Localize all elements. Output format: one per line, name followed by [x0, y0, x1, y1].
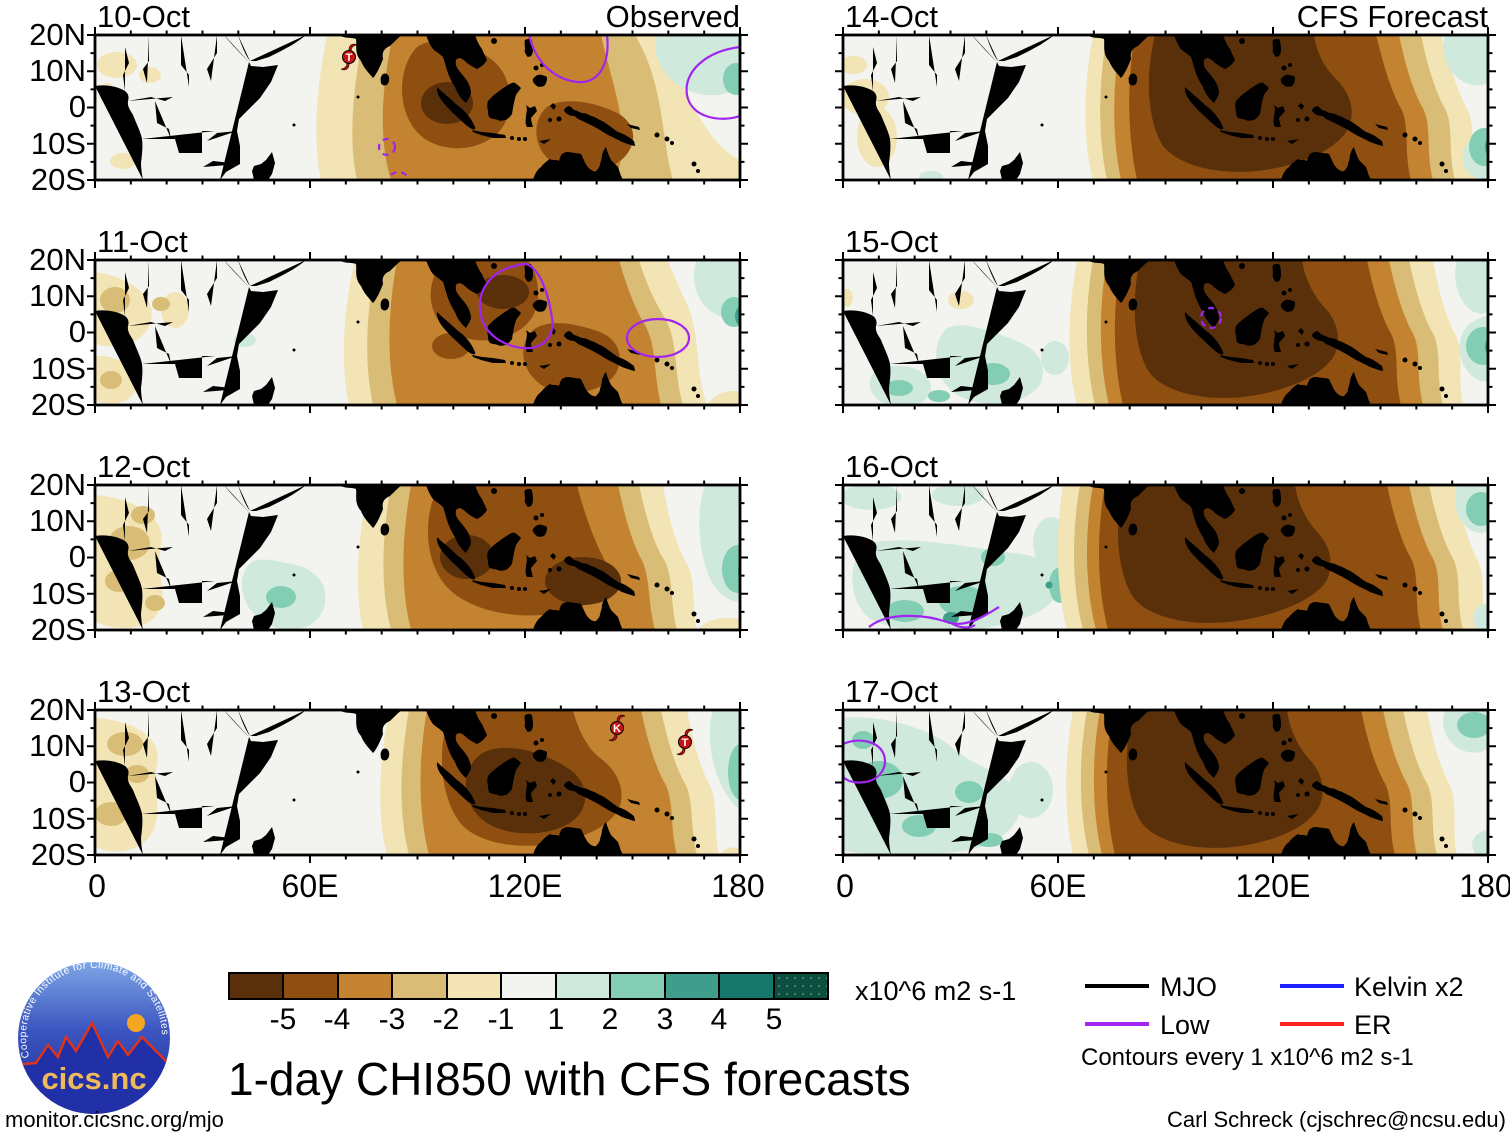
- low-contours: [868, 606, 1000, 629]
- y-axis-labels-row1: 20N 10N 0 10S 20S: [29, 17, 86, 197]
- svg-text:T: T: [346, 52, 353, 64]
- panel-date: 16-Oct: [845, 449, 939, 484]
- low-contours: [478, 262, 691, 359]
- sun-icon: [127, 1014, 145, 1032]
- low-contours: [377, 35, 740, 177]
- colorbar-cell: [720, 974, 775, 998]
- er-line-swatch: [1280, 1022, 1344, 1026]
- panel-13oct: 13-Oct K T: [87, 676, 748, 863]
- legend-label-mjo: MJO: [1160, 972, 1217, 1002]
- svg-text:T: T: [682, 737, 689, 749]
- colorbar-cell: [393, 974, 448, 998]
- panel-date: 10-Oct: [97, 0, 191, 34]
- map-11oct: [87, 252, 748, 413]
- y-axis-labels-row2: 20N 10N 0 10S 20S: [29, 242, 86, 422]
- map-10oct: [87, 27, 748, 188]
- panel-date: 15-Oct: [845, 224, 939, 259]
- storm-icon: T: [676, 728, 694, 756]
- low-contours: [1199, 306, 1223, 330]
- colorbar: [228, 972, 829, 1000]
- mjo-line-swatch: [1085, 984, 1149, 988]
- panel-date: 11-Oct: [97, 224, 188, 259]
- panel-15oct: 15-Oct: [835, 226, 1496, 413]
- colorbar-cell: [611, 974, 666, 998]
- colorbar-labels: -5 -4 -3 -2 -1 1 2 3 4 5: [269, 1003, 783, 1036]
- colorbar-cell: [338, 974, 394, 998]
- legend-label-kelvin: Kelvin x2: [1354, 972, 1464, 1002]
- map-14oct: [835, 27, 1496, 188]
- colorbar-cell: [447, 974, 503, 998]
- storm-icon: T: [340, 43, 358, 71]
- kelvin-line-swatch: [1280, 984, 1344, 988]
- column-header-observed: Observed: [605, 0, 740, 34]
- map-13oct: [87, 702, 748, 863]
- colorbar-cell: [665, 974, 721, 998]
- panel-date: 17-Oct: [845, 674, 939, 709]
- panel-date: 13-Oct: [97, 674, 191, 709]
- legend-label-er: ER: [1354, 1010, 1392, 1040]
- panel-16oct: 16-Oct: [835, 451, 1496, 638]
- colorbar-cell: [774, 974, 827, 998]
- colorbar-cell: [556, 974, 612, 998]
- low-line-swatch: [1085, 1022, 1149, 1026]
- panel-17oct: 17-Oct: [835, 676, 1496, 863]
- colorbar-units: x10^6 m2 s-1: [855, 976, 1017, 1006]
- panel-10oct: 10-Oct Observed T: [87, 1, 748, 188]
- y-axis-labels-row4: 20N 10N 0 10S 20S: [29, 692, 86, 872]
- map-15oct: [835, 252, 1496, 413]
- storm-icon: K: [608, 714, 626, 742]
- panel-date: 12-Oct: [97, 449, 191, 484]
- svg-text:K: K: [613, 723, 621, 735]
- cicsnc-logo: Cooperative Institute for Climate and Sa…: [18, 960, 170, 1114]
- column-header-forecast: CFS Forecast: [1296, 0, 1488, 34]
- panel-11oct: 11-Oct: [87, 226, 748, 413]
- colorbar-cell: [284, 974, 339, 998]
- panel-date: 14-Oct: [845, 0, 939, 34]
- x-axis-labels-left: 0 60E 120E 180: [88, 868, 765, 904]
- contour-note: Contours every 1 x10^6 m2 s-1: [1081, 1044, 1414, 1071]
- panel-12oct: 12-Oct: [87, 451, 748, 638]
- y-axis-labels-row3: 20N 10N 0 10S 20S: [29, 467, 86, 647]
- site-url: monitor.cicsnc.org/mjo: [5, 1107, 224, 1132]
- map-17oct: [835, 702, 1496, 863]
- colorbar-cell: [502, 974, 557, 998]
- logo-wordmark: cics.nc: [41, 1061, 146, 1096]
- legend-label-low: Low: [1160, 1010, 1210, 1040]
- low-contours: [843, 739, 887, 784]
- map-16oct: [835, 477, 1496, 638]
- credit-text: Carl Schreck (cjschrec@ncsu.edu): [1167, 1107, 1506, 1132]
- panel-14oct: 14-Oct CFS Forecast: [835, 1, 1496, 188]
- colorbar-cell: [230, 974, 285, 998]
- x-axis-labels-right: 0 60E 120E 180: [836, 868, 1510, 904]
- map-12oct: [87, 477, 748, 638]
- figure-title: 1-day CHI850 with CFS forecasts: [228, 1053, 911, 1105]
